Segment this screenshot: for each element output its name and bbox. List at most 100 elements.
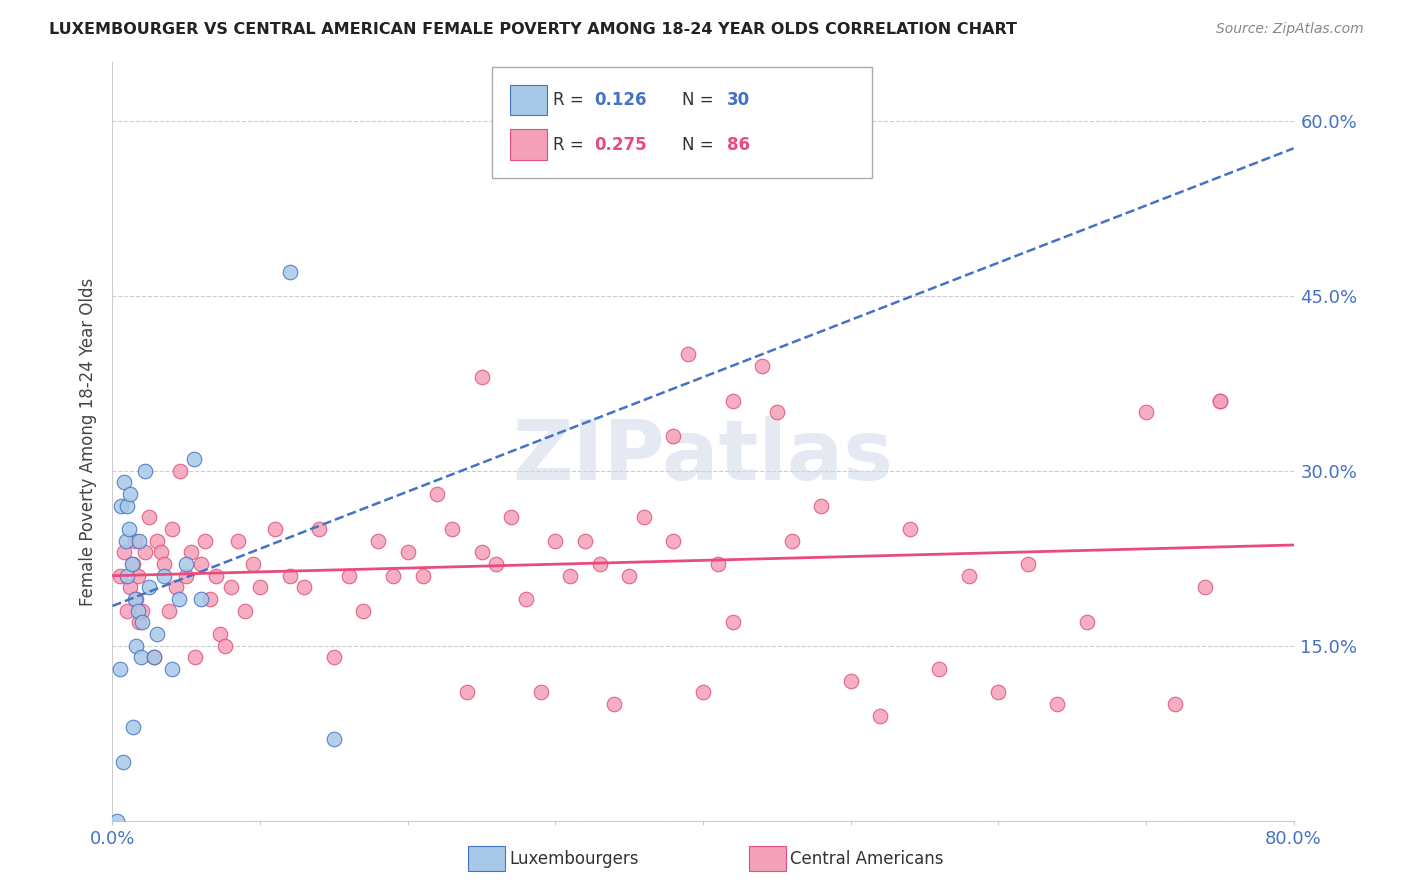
Text: N =: N = <box>682 91 718 109</box>
Point <box>146 533 169 548</box>
Point <box>957 568 980 582</box>
Point <box>190 592 212 607</box>
Text: Luxembourgers: Luxembourgers <box>509 849 638 868</box>
Point <box>165 580 187 594</box>
Point <box>249 580 271 594</box>
Point <box>367 533 389 548</box>
Point <box>574 533 596 548</box>
Point <box>180 545 202 559</box>
Point <box>174 568 197 582</box>
Point <box>174 557 197 571</box>
Point <box>134 545 156 559</box>
Point <box>619 568 641 582</box>
Point <box>121 557 143 571</box>
Point <box>839 673 862 688</box>
Point <box>603 697 626 711</box>
Point <box>470 370 494 384</box>
Point <box>127 568 149 582</box>
Point <box>131 604 153 618</box>
Point <box>544 533 567 548</box>
Point <box>242 557 264 571</box>
Text: N =: N = <box>682 136 718 153</box>
Point <box>183 452 205 467</box>
Point <box>396 545 419 559</box>
Point <box>928 662 950 676</box>
Point <box>105 814 128 828</box>
Point <box>112 475 135 490</box>
Point <box>111 756 134 770</box>
Text: 30: 30 <box>727 91 749 109</box>
Point <box>766 405 789 419</box>
Point <box>184 650 207 665</box>
Point <box>142 650 165 665</box>
Point <box>721 393 744 408</box>
Point <box>219 580 242 594</box>
Point <box>337 568 360 582</box>
Point <box>169 464 191 478</box>
Point <box>160 522 183 536</box>
Point <box>1208 393 1232 408</box>
Point <box>278 568 301 582</box>
Point <box>138 510 160 524</box>
Point <box>1135 405 1157 419</box>
Point <box>278 265 301 279</box>
Point <box>198 592 221 607</box>
Point <box>150 545 173 559</box>
Point <box>323 650 346 665</box>
Point <box>426 487 449 501</box>
Point <box>120 580 142 594</box>
Text: Source: ZipAtlas.com: Source: ZipAtlas.com <box>1216 22 1364 37</box>
Point <box>108 568 131 582</box>
Point <box>134 464 156 478</box>
Point <box>142 650 165 665</box>
Point <box>226 533 249 548</box>
Point <box>205 568 228 582</box>
Point <box>751 359 773 373</box>
Point <box>153 557 176 571</box>
Point <box>678 347 700 361</box>
Point <box>125 592 148 607</box>
Point <box>117 568 138 582</box>
Point <box>146 627 169 641</box>
Point <box>485 557 508 571</box>
Point <box>153 568 176 582</box>
Text: Central Americans: Central Americans <box>790 849 943 868</box>
Point <box>125 639 148 653</box>
Point <box>1208 393 1232 408</box>
Point <box>662 533 685 548</box>
Point <box>352 604 374 618</box>
Point <box>411 568 433 582</box>
Text: ZIPatlas: ZIPatlas <box>513 417 893 497</box>
Point <box>112 545 135 559</box>
Point <box>721 615 744 630</box>
Point <box>456 685 478 699</box>
Point <box>214 639 236 653</box>
Point <box>114 533 136 548</box>
Point <box>118 522 141 536</box>
Text: 86: 86 <box>727 136 749 153</box>
Point <box>1017 557 1039 571</box>
Point <box>308 522 330 536</box>
Point <box>633 510 655 524</box>
Point <box>529 685 551 699</box>
Point <box>898 522 921 536</box>
Point <box>209 627 232 641</box>
Text: R =: R = <box>553 136 589 153</box>
Point <box>160 662 183 676</box>
Point <box>470 545 494 559</box>
Point <box>987 685 1010 699</box>
Point <box>128 615 150 630</box>
Point <box>128 533 150 548</box>
Point <box>1046 697 1069 711</box>
Point <box>131 615 153 630</box>
Point <box>233 604 256 618</box>
Point <box>441 522 464 536</box>
Point <box>122 557 145 571</box>
Point <box>167 592 190 607</box>
Point <box>706 557 728 571</box>
Point <box>190 557 212 571</box>
Point <box>382 568 405 582</box>
Point <box>515 592 537 607</box>
Y-axis label: Female Poverty Among 18-24 Year Olds: Female Poverty Among 18-24 Year Olds <box>79 277 97 606</box>
Point <box>1194 580 1216 594</box>
